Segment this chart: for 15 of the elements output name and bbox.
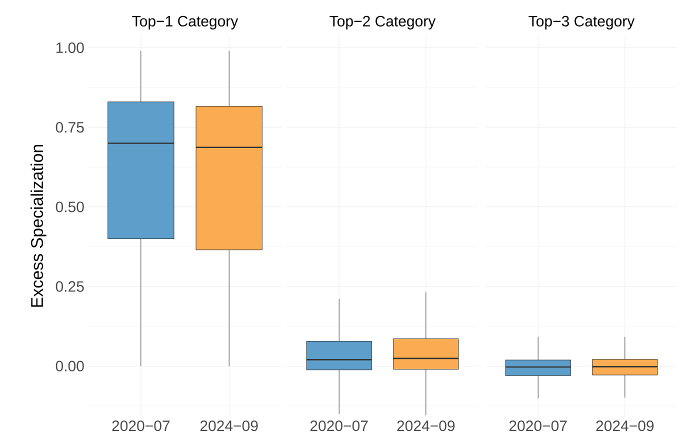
y-axis-title: Excess Specialization [30, 144, 46, 307]
y-tick-label: 0.50 [56, 202, 84, 212]
chart-title: Top−3 Category [528, 16, 635, 30]
x-tick-label: 2020−07 [112, 420, 170, 432]
chart-title: Top−1 Category [132, 16, 238, 30]
x-tick-label: 2024−09 [596, 420, 654, 432]
x-tick-label: 2024−09 [397, 420, 455, 432]
y-tick-label: 0.00 [56, 360, 84, 372]
x-tick-label: 2024−09 [200, 420, 258, 432]
x-tick-label: 2020−07 [509, 420, 567, 432]
x-tick-label: 2020−07 [310, 420, 368, 432]
y-tick-label: 0.75 [56, 122, 84, 133]
y-tick-label: 1.00 [56, 42, 84, 54]
chart-title: Top−2 Category [330, 16, 436, 30]
y-tick-label: 0.25 [56, 281, 84, 292]
